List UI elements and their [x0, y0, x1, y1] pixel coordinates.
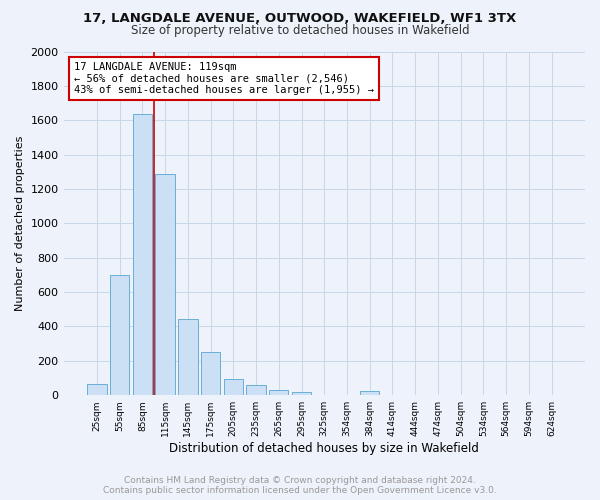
Bar [360, 392, 379, 395]
X-axis label: Distribution of detached houses by size in Wakefield: Distribution of detached houses by size … [169, 442, 479, 455]
Bar [292, 392, 311, 395]
Bar [224, 379, 243, 395]
Text: Contains HM Land Registry data © Crown copyright and database right 2024.
Contai: Contains HM Land Registry data © Crown c… [103, 476, 497, 495]
Bar [247, 386, 266, 395]
Y-axis label: Number of detached properties: Number of detached properties [15, 136, 25, 311]
Text: 17, LANGDALE AVENUE, OUTWOOD, WAKEFIELD, WF1 3TX: 17, LANGDALE AVENUE, OUTWOOD, WAKEFIELD,… [83, 12, 517, 26]
Bar [269, 390, 289, 395]
Bar [201, 352, 220, 395]
Bar [155, 174, 175, 395]
Text: Size of property relative to detached houses in Wakefield: Size of property relative to detached ho… [131, 24, 469, 37]
Bar [110, 276, 130, 395]
Bar [178, 320, 197, 395]
Bar [133, 114, 152, 395]
Bar [87, 384, 107, 395]
Text: 17 LANGDALE AVENUE: 119sqm
← 56% of detached houses are smaller (2,546)
43% of s: 17 LANGDALE AVENUE: 119sqm ← 56% of deta… [74, 62, 374, 95]
